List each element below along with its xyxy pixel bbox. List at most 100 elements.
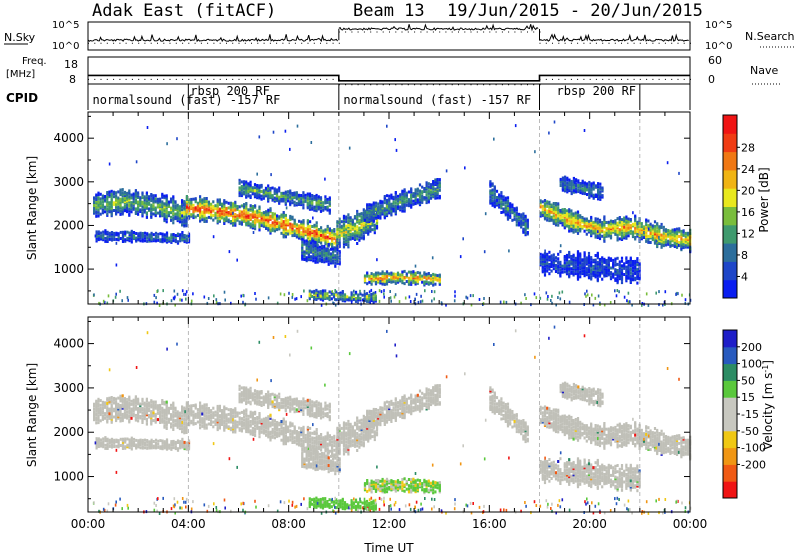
power-cell [214, 204, 217, 208]
power-cell [199, 216, 202, 220]
power-cell [150, 193, 153, 196]
power-near-cell [383, 292, 385, 296]
velocity-cell [152, 406, 155, 410]
power-x-ticks [87, 112, 691, 304]
power-cell [139, 208, 142, 212]
power-cell [134, 210, 137, 214]
power-cell [583, 254, 586, 258]
power-cell [500, 194, 503, 198]
power-cell [196, 201, 199, 205]
velocity-cell [161, 419, 164, 423]
power-cell [320, 226, 323, 230]
power-cell [181, 231, 184, 234]
power-cell [414, 271, 417, 275]
power-cell [176, 232, 180, 236]
power-cell [178, 217, 181, 221]
power-cell [282, 227, 285, 231]
power-cell [570, 223, 573, 227]
power-cell [585, 262, 588, 266]
power-cell [269, 188, 272, 192]
power-cell [265, 222, 268, 226]
velocity-cell [170, 414, 173, 418]
power-cell [273, 187, 276, 191]
power-cell [360, 225, 363, 229]
power-cell [574, 211, 577, 215]
power-cell [418, 200, 422, 204]
power-near-cell [93, 293, 95, 297]
power-cell [104, 205, 107, 209]
power-cell [205, 200, 208, 203]
power-cell [183, 210, 186, 214]
power-cell [636, 257, 639, 261]
power-cell [564, 189, 567, 193]
power-cell [612, 262, 615, 265]
power-cell [363, 276, 367, 280]
power-sparse-cell [677, 243, 680, 247]
velocity-cell [108, 396, 111, 400]
power-cell [282, 215, 285, 219]
power-cell [205, 197, 208, 200]
power-cell [616, 269, 619, 272]
power-cell [651, 232, 654, 235]
velocity-cell [150, 400, 153, 404]
power-cell [289, 189, 292, 193]
freq-tick-bottom: 8 [69, 73, 76, 86]
velocity-cell [117, 407, 120, 411]
power-cell [631, 266, 635, 270]
power-cell [314, 253, 317, 257]
power-cell [317, 199, 320, 203]
power-cell [227, 220, 230, 224]
power-cell [570, 270, 573, 274]
power-cell [366, 220, 369, 224]
power-cell [181, 211, 184, 215]
power-cell [673, 234, 676, 238]
power-cell [653, 229, 657, 233]
power-cell [563, 224, 566, 228]
velocity-cell [99, 410, 102, 413]
velocity-cell [152, 419, 155, 423]
power-cell [245, 206, 248, 210]
power-cell [616, 229, 619, 233]
velocity-cell [115, 402, 118, 406]
power-cell [647, 237, 650, 241]
power-cell [575, 182, 578, 186]
power-cell [605, 227, 608, 231]
power-cell [170, 197, 173, 201]
power-cell [332, 247, 335, 251]
power-cell [576, 213, 580, 217]
velocity-cell [101, 402, 104, 406]
power-cell [629, 274, 632, 278]
power-cell [165, 214, 168, 218]
power-cell [302, 232, 305, 236]
power-cell [618, 263, 621, 267]
power-cell [108, 190, 111, 194]
freq-ylabel-1: Freq. [22, 56, 47, 67]
power-cell [616, 238, 619, 242]
power-cell [316, 260, 319, 264]
velocity-cell [119, 396, 122, 400]
power-cell [238, 211, 241, 215]
power-cell [106, 195, 109, 199]
power-near-cell [162, 289, 164, 293]
power-cell [509, 203, 512, 207]
power-cell [362, 211, 365, 215]
power-cell [506, 207, 510, 210]
power-cell [201, 210, 204, 214]
power-cell [311, 225, 314, 228]
power-cell [587, 224, 591, 228]
power-cell [331, 230, 334, 234]
power-cell [552, 256, 555, 260]
power-cell [638, 221, 641, 225]
nave-label: Nave [750, 64, 778, 77]
velocity-cell [163, 402, 166, 406]
power-cell [581, 219, 584, 222]
power-cell [108, 205, 111, 209]
power-cell [234, 208, 237, 212]
power-near-cell [291, 295, 294, 299]
power-cell [601, 268, 604, 272]
power-ytick-label-2: 3000 [53, 175, 84, 189]
power-cell [307, 250, 310, 254]
power-cell [240, 213, 243, 217]
velocity-cell [134, 418, 137, 422]
power-cell [559, 273, 562, 276]
